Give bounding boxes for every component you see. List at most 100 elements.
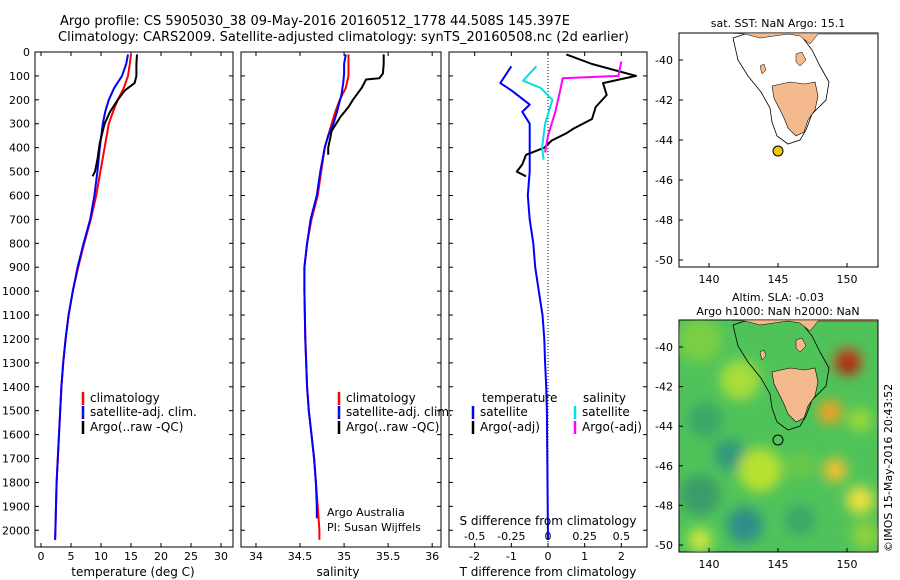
depth-tick-label: 600: [9, 189, 30, 202]
sla-map-lon-label: 150: [837, 558, 858, 571]
difference-x-axis: -2 -1 0 1 2-0.5 -0.25 0 0.25 0.5: [464, 52, 630, 563]
depth-tick-label: 1200: [2, 333, 30, 346]
legend-title-temperature: temperature: [482, 391, 557, 405]
temperature-x-tick-label: 20: [154, 550, 168, 563]
depth-tick-label: 100: [9, 70, 30, 83]
salinity-x-tick-label: 35: [337, 550, 351, 563]
legend-label-satellite: satellite-adj. clim.: [90, 405, 197, 419]
flinders-island: [795, 337, 807, 353]
king-island: [759, 63, 767, 75]
sst-map: [678, 32, 879, 268]
sla-map-axes: -40 -42 -44 -46 -48 -50 140 145 150: [655, 341, 857, 571]
t-difference-label: T difference from climatology: [459, 565, 637, 579]
t-difference-x-tick-label: 0: [545, 550, 552, 563]
s-difference-label: S difference from climatology: [460, 514, 637, 528]
legend-label-argo: Argo(..raw -QC): [346, 420, 439, 434]
salinity-x-tick-label: 34.5: [288, 550, 313, 563]
legend-label-climatology: climatology: [346, 391, 416, 405]
flinders-island: [795, 51, 807, 67]
depth-tick-label: 1800: [2, 476, 30, 489]
t-difference-x-tick-label: 2: [618, 550, 625, 563]
temperature-x-axis: 0 5 10 15 20 25 30: [38, 52, 228, 563]
sla-map-lat-label: -40: [655, 341, 673, 354]
temperature-x-tick-label: 15: [124, 550, 138, 563]
s-difference-tick-label: 0.25: [572, 530, 597, 543]
depth-tick-label: 500: [9, 166, 30, 179]
temperature-x-tick-label: 0: [38, 550, 45, 563]
temperature-satellite-line: [54, 54, 129, 540]
depth-axis: 0 100 200 300 400 500 600 700 800 900 1000 1100 1200…: [2, 46, 647, 537]
depth-tick-label: 1400: [2, 381, 30, 394]
depth-tick-label: 1100: [2, 309, 30, 322]
sla-map-lat-label: -42: [655, 381, 673, 394]
sst-map-lon-label: 140: [699, 273, 720, 286]
depth-tick-label: 400: [9, 142, 30, 155]
depth-tick-label: 800: [9, 237, 30, 250]
argo-float-marker: [772, 145, 784, 157]
title-line-2: Climatology: CARS2009. Satellite-adjuste…: [58, 30, 629, 45]
sst-map-axes: -40 -42 -44 -46 -48 -50 140 145 150: [655, 54, 857, 286]
salinity-legend: climatology satellite-adj. clim. Argo(..…: [337, 391, 453, 434]
depth-tick-label: 200: [9, 94, 30, 107]
sla-map-lon-label: 140: [699, 558, 720, 571]
temperature-argo-line: [91, 54, 138, 177]
salinity-x-tick-label: 36: [425, 550, 439, 563]
sla-map-title-1: Altim. SLA: -0.03: [732, 291, 824, 304]
sst-map-lon-label: 145: [768, 273, 789, 286]
depth-tick-label: 1700: [2, 453, 30, 466]
imos-timestamp: ©IMOS 15-May-2016 20:43:52: [882, 383, 895, 552]
salinity-argo-line: [327, 54, 385, 155]
tasmania: [771, 367, 819, 423]
salinity-x-tick-label: 34: [249, 550, 263, 563]
sst-map-lat-label: -42: [655, 94, 673, 107]
depth-tick-label: 1900: [2, 500, 30, 513]
sst-map-title: sat. SST: NaN Argo: 15.1: [711, 17, 845, 30]
king-island: [759, 349, 767, 361]
temperature-profiles: [54, 54, 138, 540]
salinity-x-axis: 34 34.5 35 35.5 36: [249, 52, 439, 563]
temperature-x-tick-label: 25: [184, 550, 198, 563]
difference-legend: temperature salinity satellite Argo(-adj…: [471, 391, 642, 434]
shelf-contour: [732, 33, 830, 145]
salinity-profiles: [303, 54, 385, 540]
temperature-x-tick-label: 30: [214, 550, 228, 563]
shelf-contour: [732, 320, 830, 431]
t-diff-satellite-line: [499, 65, 549, 540]
legend-label-t-argo: Argo(-adj): [480, 420, 540, 434]
mainland-australia: [679, 33, 878, 45]
depth-tick-label: 300: [9, 118, 30, 131]
depth-tick-label: 1600: [2, 429, 30, 442]
legend-label-s-argo: Argo(-adj): [582, 420, 642, 434]
depth-tick-label: 0: [23, 46, 30, 59]
t-difference-x-tick-label: 1: [581, 550, 588, 563]
temperature-x-tick-label: 10: [94, 550, 108, 563]
sst-map-lat-label: -50: [655, 254, 673, 267]
legend-label-satellite: satellite-adj. clim.: [346, 405, 453, 419]
sla-map-title-2: Argo h1000: NaN h2000: NaN: [696, 305, 859, 318]
depth-tick-label: 900: [9, 261, 30, 274]
depth-tick-label: 1300: [2, 357, 30, 370]
temperature-legend: climatology satellite-adj. clim. Argo(..…: [81, 391, 197, 434]
s-diff-satellite-line: [522, 65, 554, 160]
temperature-panel-frame: [34, 51, 234, 548]
depth-tick-label: 1500: [2, 405, 30, 418]
sla-map-lat-label: -44: [655, 420, 673, 433]
depth-tick-label: 2000: [2, 524, 30, 537]
sst-map-lon-label: 150: [837, 273, 858, 286]
legend-title-salinity: salinity: [583, 391, 626, 405]
t-difference-x-tick-label: -1: [506, 550, 517, 563]
depth-tick-label: 700: [9, 213, 30, 226]
mainland-australia: [679, 320, 878, 332]
sla-field: [679, 320, 878, 552]
temperature-x-tick-label: 5: [68, 550, 75, 563]
legend-label-s-satellite: satellite: [582, 405, 630, 419]
salinity-satellite-line: [303, 54, 347, 519]
t-diff-argo-line: [515, 53, 637, 178]
difference-profiles: [499, 53, 637, 540]
sla-map-lon-label: 145: [768, 558, 789, 571]
legend-label-argo: Argo(..raw -QC): [90, 420, 183, 434]
legend-label-t-satellite: satellite: [480, 405, 528, 419]
temperature-x-label: temperature (deg C): [71, 565, 194, 579]
s-difference-tick-label: -0.5: [464, 530, 485, 543]
